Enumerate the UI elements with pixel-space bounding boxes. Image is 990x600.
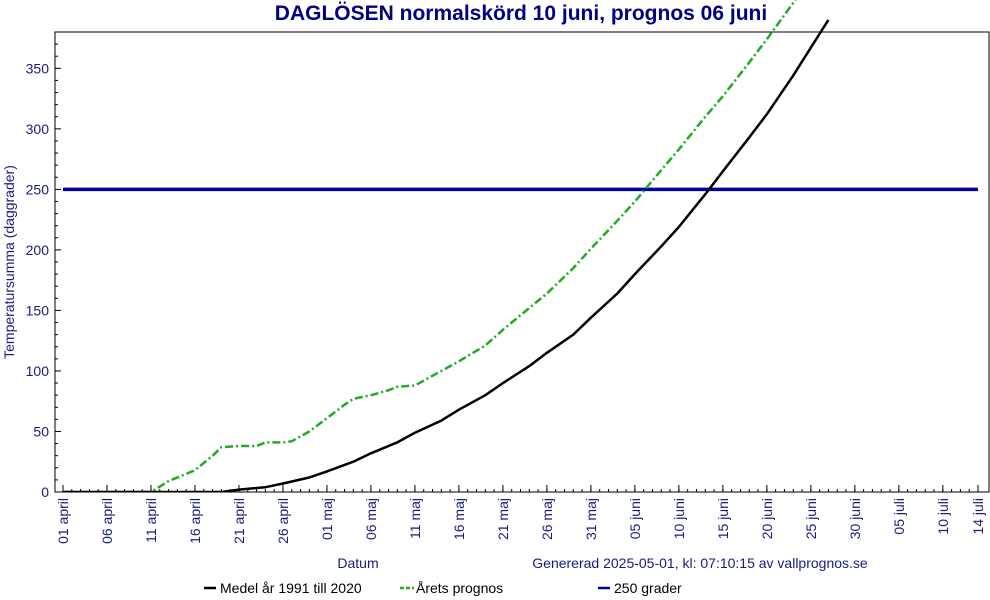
x-tick-label: 26 april xyxy=(275,498,291,544)
y-tick-label: 200 xyxy=(26,242,50,258)
x-axis: 01 april 06 april 11 april 16 april 21 april… xyxy=(55,485,986,544)
y-tick-label: 0 xyxy=(41,484,49,500)
plot-frame xyxy=(54,31,990,493)
prognos-line xyxy=(63,0,797,492)
legend-label: Årets prognos xyxy=(416,580,503,596)
y-tick-label: 150 xyxy=(26,302,50,318)
y-tick-label: 350 xyxy=(26,60,50,76)
generated-note: Genererad 2025-05-01, kl: 07:10:15 av va… xyxy=(532,555,868,571)
x-axis-label: Datum xyxy=(337,555,378,571)
legend: Medel år 1991 till 2020 Årets prognos 250 … xyxy=(204,580,682,596)
x-tick-label: 26 maj xyxy=(539,498,555,540)
y-tick-label: 250 xyxy=(26,181,50,197)
x-tick-label: 21 april xyxy=(231,498,247,544)
y-tick-label: 100 xyxy=(26,363,50,379)
y-tick-label: 50 xyxy=(33,423,49,439)
x-tick-label: 11 maj xyxy=(407,498,423,539)
x-tick-label: 05 juli xyxy=(891,498,907,535)
legend-label: Medel år 1991 till 2020 xyxy=(220,580,362,596)
x-tick-label: 16 maj xyxy=(451,498,467,540)
x-tick-label: 30 juni xyxy=(847,498,863,539)
x-tick-label: 20 juni xyxy=(759,498,775,539)
x-tick-label: 06 april xyxy=(99,498,115,544)
x-tick-label: 01 maj xyxy=(319,498,335,540)
x-tick-label: 06 maj xyxy=(363,498,379,540)
x-tick-label: 16 april xyxy=(187,498,203,544)
x-tick-label: 10 juni xyxy=(671,498,687,539)
x-tick-label: 14 juli xyxy=(970,498,986,535)
x-tick-label: 15 juni xyxy=(715,498,731,539)
chart-title: DAGLÖSEN normalskörd 10 juni, prognos 06… xyxy=(275,2,767,25)
y-axis-label: Temperatursumma (daggrader) xyxy=(1,165,17,359)
x-tick-label: 31 maj xyxy=(583,498,599,540)
x-tick-label: 25 juni xyxy=(803,498,819,539)
legend-label: 250 grader xyxy=(614,580,682,596)
medel-line xyxy=(63,19,830,492)
x-tick-label: 10 juli xyxy=(935,498,951,535)
y-axis: 0 50 100 150 200 250 300 350 xyxy=(26,31,61,500)
y-tick-label: 300 xyxy=(26,121,50,137)
plot-area xyxy=(63,0,978,492)
x-tick-label: 11 april xyxy=(143,498,159,543)
x-tick-label: 05 juni xyxy=(627,498,643,539)
x-tick-label: 21 maj xyxy=(495,498,511,540)
x-tick-label: 01 april xyxy=(55,498,71,544)
